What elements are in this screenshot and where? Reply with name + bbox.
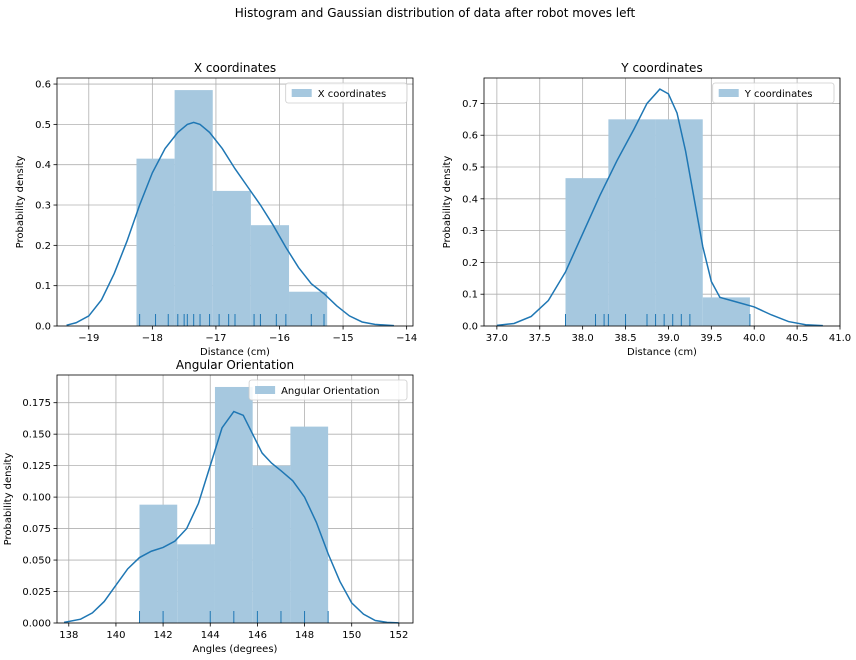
x-xlabel: Distance (cm): [200, 347, 270, 358]
x-hist-bar: [174, 90, 213, 326]
x-axes-frame: [56, 77, 414, 327]
y-bars: [565, 119, 750, 326]
y-xtick-label: 40.0: [743, 333, 765, 344]
y-xtick-label: 39.0: [657, 333, 679, 344]
x-hist-bar: [289, 291, 328, 326]
x-ytick-label: 0.5: [35, 120, 51, 131]
angle-hist-bar: [139, 504, 178, 623]
y-title: Y coordinates: [620, 61, 702, 75]
x-rug: [139, 314, 325, 326]
y-subplot: 37.0 37.5 38.0 38.5 39.0 39.5 40.0 40.5 41.0 0.0 0…: [442, 61, 851, 358]
angle-legend-box: [248, 379, 408, 401]
y-ytick-label: 0.1: [462, 290, 478, 301]
angle-ytick-label: 0.125: [22, 461, 51, 472]
y-legend-box: [712, 82, 835, 104]
angle-ytick-label: 0.075: [22, 524, 51, 535]
angle-kde-line: [63, 410, 399, 624]
angle-bars: [139, 386, 329, 623]
y-ytick-label: 0.2: [462, 258, 478, 269]
y-xlabel: Distance (cm): [627, 347, 697, 358]
angle-xtick-label: 138: [59, 630, 78, 641]
x-xtick-label: −17: [205, 333, 226, 344]
angle-legend-swatch: [255, 386, 276, 394]
angle-ytick-label: 0.150: [22, 430, 51, 441]
angle-ytick-label: 0.100: [22, 493, 51, 504]
x-ytick-label: 0.2: [35, 241, 51, 252]
x-hist-bar: [136, 158, 175, 326]
x-ylabel: Probability density: [15, 156, 26, 249]
x-bars: [136, 90, 328, 326]
y-ytick-label: 0.0: [462, 322, 478, 333]
y-legend-swatch: [718, 89, 739, 97]
y-hist-bar: [608, 119, 656, 326]
y-xtick-label: 39.5: [700, 333, 722, 344]
y-rug: [564, 314, 751, 326]
y-hist-bar: [565, 178, 609, 326]
angle-hist-bar: [214, 386, 253, 623]
y-axes-frame: [483, 77, 841, 327]
angle-xtick-label: 142: [154, 630, 173, 641]
x-legend-swatch: [291, 89, 312, 97]
x-ytick-label: 0.0: [35, 322, 51, 333]
angle-title: Angular Orientation: [176, 358, 294, 372]
angle-rug: [139, 611, 329, 623]
angle-xtick-label: 150: [342, 630, 361, 641]
angle-xtick-label: 140: [106, 630, 125, 641]
x-hist-bar: [250, 225, 290, 326]
angle-legend-label: Angular Orientation: [281, 386, 380, 397]
y-legend-label: Y coordinates: [744, 89, 813, 100]
x-xtick-label: −19: [78, 333, 99, 344]
y-hist-bar: [655, 119, 703, 326]
x-legend-label: X coordinates: [318, 89, 387, 100]
x-xtick-label: −16: [269, 333, 290, 344]
y-xtick-label: 40.5: [786, 333, 808, 344]
y-xtick-label: 38.0: [572, 333, 594, 344]
angle-xtick-label: 146: [248, 630, 267, 641]
y-ytick-label: 0.3: [462, 226, 478, 237]
y-hist-bar: [702, 297, 750, 326]
y-kde-line: [496, 88, 823, 327]
angle-legend: Angular Orientation: [248, 379, 408, 401]
y-xtick-label: 37.5: [529, 333, 551, 344]
y-xtick-label: 37.0: [486, 333, 508, 344]
x-ytick-label: 0.4: [35, 160, 51, 171]
angle-xlabel: Angles (degrees): [193, 644, 278, 655]
y-ytick-label: 0.5: [462, 163, 478, 174]
x-xtick-label: −15: [333, 333, 354, 344]
angle-ytick-label: 0.025: [22, 587, 51, 598]
angle-xtick-label: 148: [295, 630, 314, 641]
y-ylabel: Probability density: [442, 156, 453, 249]
angle-hist-bar: [290, 426, 329, 623]
angle-hist-bar: [252, 465, 291, 623]
y-ytick-label: 0.7: [462, 99, 478, 110]
x-ytick-label: 0.3: [35, 201, 51, 212]
angle-subplot: 138 140 142 144 146 148 150 152 0.000 0.025 0.050 0…: [3, 358, 414, 655]
y-legend: Y coordinates: [712, 82, 835, 104]
angle-xtick-label: 144: [201, 630, 220, 641]
angle-ytick-label: 0.175: [22, 398, 51, 409]
x-xtick-label: −18: [142, 333, 163, 344]
y-xtick-label: 41.0: [829, 333, 851, 344]
x-subplot: −19 −18 −17 −16 −15 −14 0.0 0.1 0.2 0.3 0.4 0.5 0.6 X…: [15, 61, 417, 358]
x-ytick-label: 0.6: [35, 80, 51, 91]
x-legend-box: [285, 82, 408, 104]
y-ytick-label: 0.4: [462, 194, 478, 205]
angle-hist-bar: [177, 544, 215, 623]
y-xtick-label: 38.5: [614, 333, 636, 344]
angle-ytick-label: 0.050: [22, 556, 51, 567]
x-hist-bar: [212, 190, 251, 326]
y-ytick-label: 0.6: [462, 131, 478, 142]
angle-ytick-label: 0.000: [22, 619, 51, 630]
x-ytick-label: 0.1: [35, 281, 51, 292]
x-xtick-label: −14: [396, 333, 417, 344]
angle-axes-frame: [56, 374, 414, 624]
angle-xtick-label: 152: [389, 630, 408, 641]
x-title: X coordinates: [194, 61, 276, 75]
x-kde-line: [66, 121, 394, 327]
angle-ylabel: Probability density: [3, 453, 14, 546]
x-legend: X coordinates: [285, 82, 408, 104]
figure-suptitle: Histogram and Gaussian distribution of d…: [235, 6, 636, 20]
